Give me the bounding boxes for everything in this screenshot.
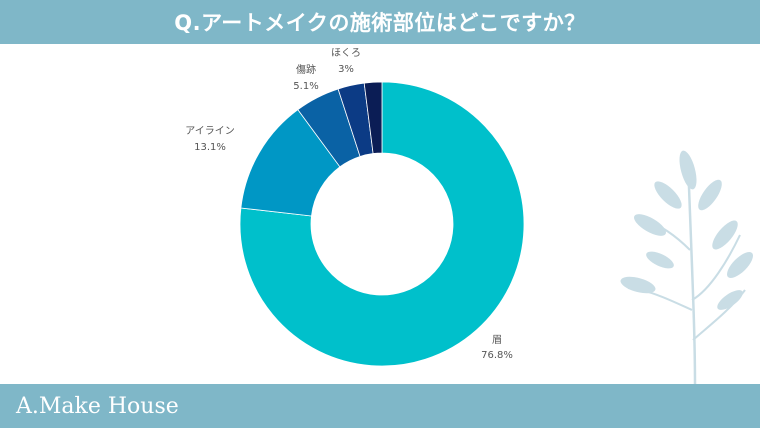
slice-label-eyeliner: アイライン xyxy=(185,125,235,137)
slice-value-brow: 76.8% xyxy=(481,350,513,361)
donut-slice-4 xyxy=(363,81,383,155)
label-mole: ほくろ 3% xyxy=(331,47,361,75)
footer-banner: A.Make House xyxy=(0,384,760,428)
slice-label-mole: ほくろ xyxy=(331,47,361,59)
donut-slices xyxy=(239,81,525,367)
question-title: Q.アートメイクの施術部位はどこですか？ xyxy=(174,11,586,35)
slice-label-scar: 傷跡 xyxy=(296,63,316,76)
leaf-decoration xyxy=(620,150,753,386)
brand-name: A.Make House xyxy=(16,394,179,419)
slice-value-eyeliner: 13.1% xyxy=(194,142,226,153)
donut-slice-0 xyxy=(239,81,525,367)
slice-value-mole: 3% xyxy=(338,64,354,75)
slice-value-scar: 5.1% xyxy=(293,81,318,92)
title-banner: Q.アートメイクの施術部位はどこですか？ xyxy=(0,0,760,44)
label-eyeliner: アイライン 13.1% xyxy=(185,125,235,153)
slice-label-brow: 眉 xyxy=(492,334,502,346)
label-brow: 眉 76.8% xyxy=(481,334,513,361)
label-scar: 傷跡 5.1% xyxy=(293,63,318,92)
